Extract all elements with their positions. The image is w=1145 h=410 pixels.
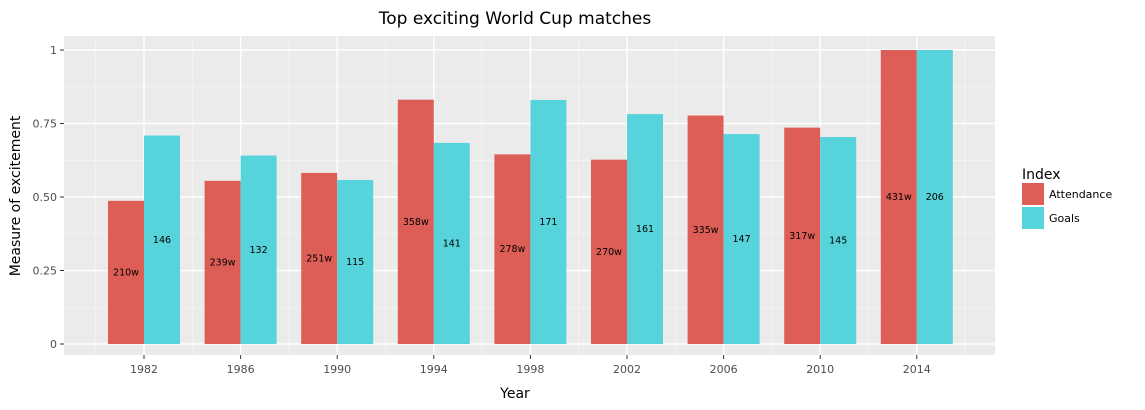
x-tick-label-2010: 2010 [806, 363, 834, 376]
bar-label-goals-1986: 132 [250, 245, 268, 256]
bar-attendance-1982 [108, 200, 144, 344]
bar-attendance-1990 [301, 172, 338, 344]
legend-label-attendance: Attendance [1049, 188, 1112, 201]
legend-title: Index [1022, 167, 1061, 183]
x-tick-label-1994: 1994 [420, 363, 448, 376]
bar-label-goals-2014: 206 [926, 192, 944, 203]
x-axis-title: Year [499, 386, 530, 402]
x-axis: 1982 1986 1990 1994 1998 2002 2006 2010 2014 [130, 355, 931, 376]
bar-label-attendance-1986: 239w [210, 257, 236, 268]
bars [108, 50, 953, 344]
bar-goals-2002 [627, 114, 663, 344]
bar-attendance-1986 [204, 180, 241, 344]
x-tick-label-2014: 2014 [903, 363, 931, 376]
bar-goals-2010 [820, 137, 857, 344]
bar-goals-1998 [530, 99, 567, 344]
legend-swatch-goals [1022, 207, 1044, 229]
bar-label-attendance-1998: 278w [499, 244, 525, 255]
legend-swatch-attendance [1022, 183, 1044, 205]
bar-attendance-1994 [397, 99, 434, 344]
bar-goals-2014 [916, 50, 953, 344]
bar-attendance-1998 [494, 154, 531, 344]
x-tick-label-2006: 2006 [710, 363, 738, 376]
bar-label-goals-1998: 171 [539, 217, 557, 228]
bar-label-attendance-1982: 210w [113, 267, 139, 278]
bar-attendance-2006 [687, 115, 724, 344]
bar-label-goals-2006: 147 [733, 234, 751, 245]
x-tick-label-1982: 1982 [130, 363, 158, 376]
bar-attendance-2014 [880, 50, 917, 344]
bar-labels: 210w 239w 251w 358w 278w 270w 335w 317w 431w 146 1… [113, 192, 944, 278]
bar-label-goals-2010: 145 [829, 236, 847, 247]
x-tick-label-1986: 1986 [227, 363, 255, 376]
y-tick-label: 1 [50, 44, 57, 57]
bar-attendance-2002 [591, 159, 627, 344]
y-axis: 0 0.25 0.50 0.75 1 [33, 44, 64, 351]
x-tick-label-1998: 1998 [516, 363, 544, 376]
bar-goals-1986 [240, 155, 277, 344]
bar-label-attendance-1994: 358w [403, 217, 429, 228]
bar-goals-2006 [723, 134, 760, 344]
bar-label-attendance-2014: 431w [886, 192, 912, 203]
bar-label-goals-2002: 161 [636, 224, 654, 235]
bar-label-attendance-1990: 251w [306, 253, 332, 264]
y-tick-label: 0.75 [33, 118, 58, 131]
bar-label-goals-1982: 146 [153, 235, 171, 246]
x-tick-label-2002: 2002 [613, 363, 641, 376]
chart-title: Top exciting World Cup matches [378, 9, 652, 29]
bar-attendance-2010 [784, 127, 821, 344]
legend-label-goals: Goals [1049, 212, 1080, 225]
y-tick-label: 0 [50, 338, 57, 351]
bar-label-attendance-2002: 270w [596, 247, 622, 258]
y-tick-label: 0.50 [33, 191, 58, 204]
bar-label-goals-1990: 115 [346, 257, 364, 268]
bar-goals-1994 [433, 142, 470, 344]
bar-label-attendance-2006: 335w [693, 225, 719, 236]
bar-goals-1990 [337, 179, 374, 344]
bar-goals-1982 [144, 135, 180, 344]
y-tick-label: 0.25 [33, 265, 58, 278]
legend: Index Attendance Goals [1022, 167, 1112, 229]
bar-label-goals-1994: 141 [443, 238, 461, 249]
x-tick-label-1990: 1990 [323, 363, 351, 376]
y-axis-title: Measure of excitement [8, 115, 24, 276]
bar-label-attendance-2010: 317w [789, 231, 815, 242]
